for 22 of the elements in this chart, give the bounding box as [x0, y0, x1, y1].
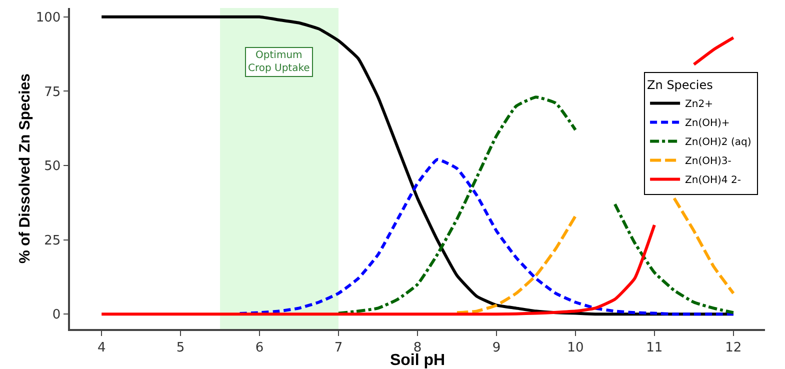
- band-label: Optimum Crop Uptake: [248, 50, 310, 74]
- y-axis-title: % of Dissolved Zn Species: [16, 73, 34, 264]
- legend-label: Zn2+: [685, 99, 713, 110]
- x-tick-label: 11: [646, 340, 663, 356]
- x-tick-label: 9: [492, 340, 501, 356]
- y-tick-label: 75: [44, 84, 61, 100]
- y-tick-label: 0: [52, 308, 61, 323]
- y-tick-label: 50: [44, 159, 61, 174]
- legend-label: Zn(OH)2 (aq): [685, 137, 752, 148]
- x-tick-label: 6: [255, 340, 264, 356]
- x-tick-label: 12: [725, 340, 742, 356]
- legend-label: Zn(OH)+: [685, 118, 730, 130]
- x-tick-label: 4: [97, 340, 106, 356]
- legend-label: Zn(OH)4 2-: [685, 175, 742, 186]
- legend-label: Zn(OH)3-: [685, 156, 732, 168]
- legend-title: Zn Species: [647, 78, 713, 92]
- x-tick-label: 5: [176, 340, 185, 356]
- y-tick-label: 100: [36, 10, 61, 26]
- y-tick-label: 25: [44, 233, 61, 248]
- x-tick-label: 7: [334, 340, 343, 356]
- x-tick-label: 10: [567, 340, 584, 356]
- x-axis-title: Soil pH: [390, 352, 446, 369]
